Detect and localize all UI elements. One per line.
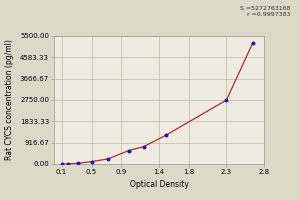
Point [106,157,110,160]
Point [76,162,80,165]
Text: S =5272763168
r =0.9997383: S =5272763168 r =0.9997383 [241,6,291,17]
Point [89,160,94,163]
Point [65,162,70,165]
X-axis label: Optical Density: Optical Density [130,180,188,189]
Point [224,98,229,102]
Point [59,162,64,166]
Y-axis label: Rat CYCS concentration (pg/ml): Rat CYCS concentration (pg/ml) [5,40,14,160]
Point [250,41,255,45]
Point [164,133,169,137]
Point [142,145,146,148]
Point [127,149,131,152]
